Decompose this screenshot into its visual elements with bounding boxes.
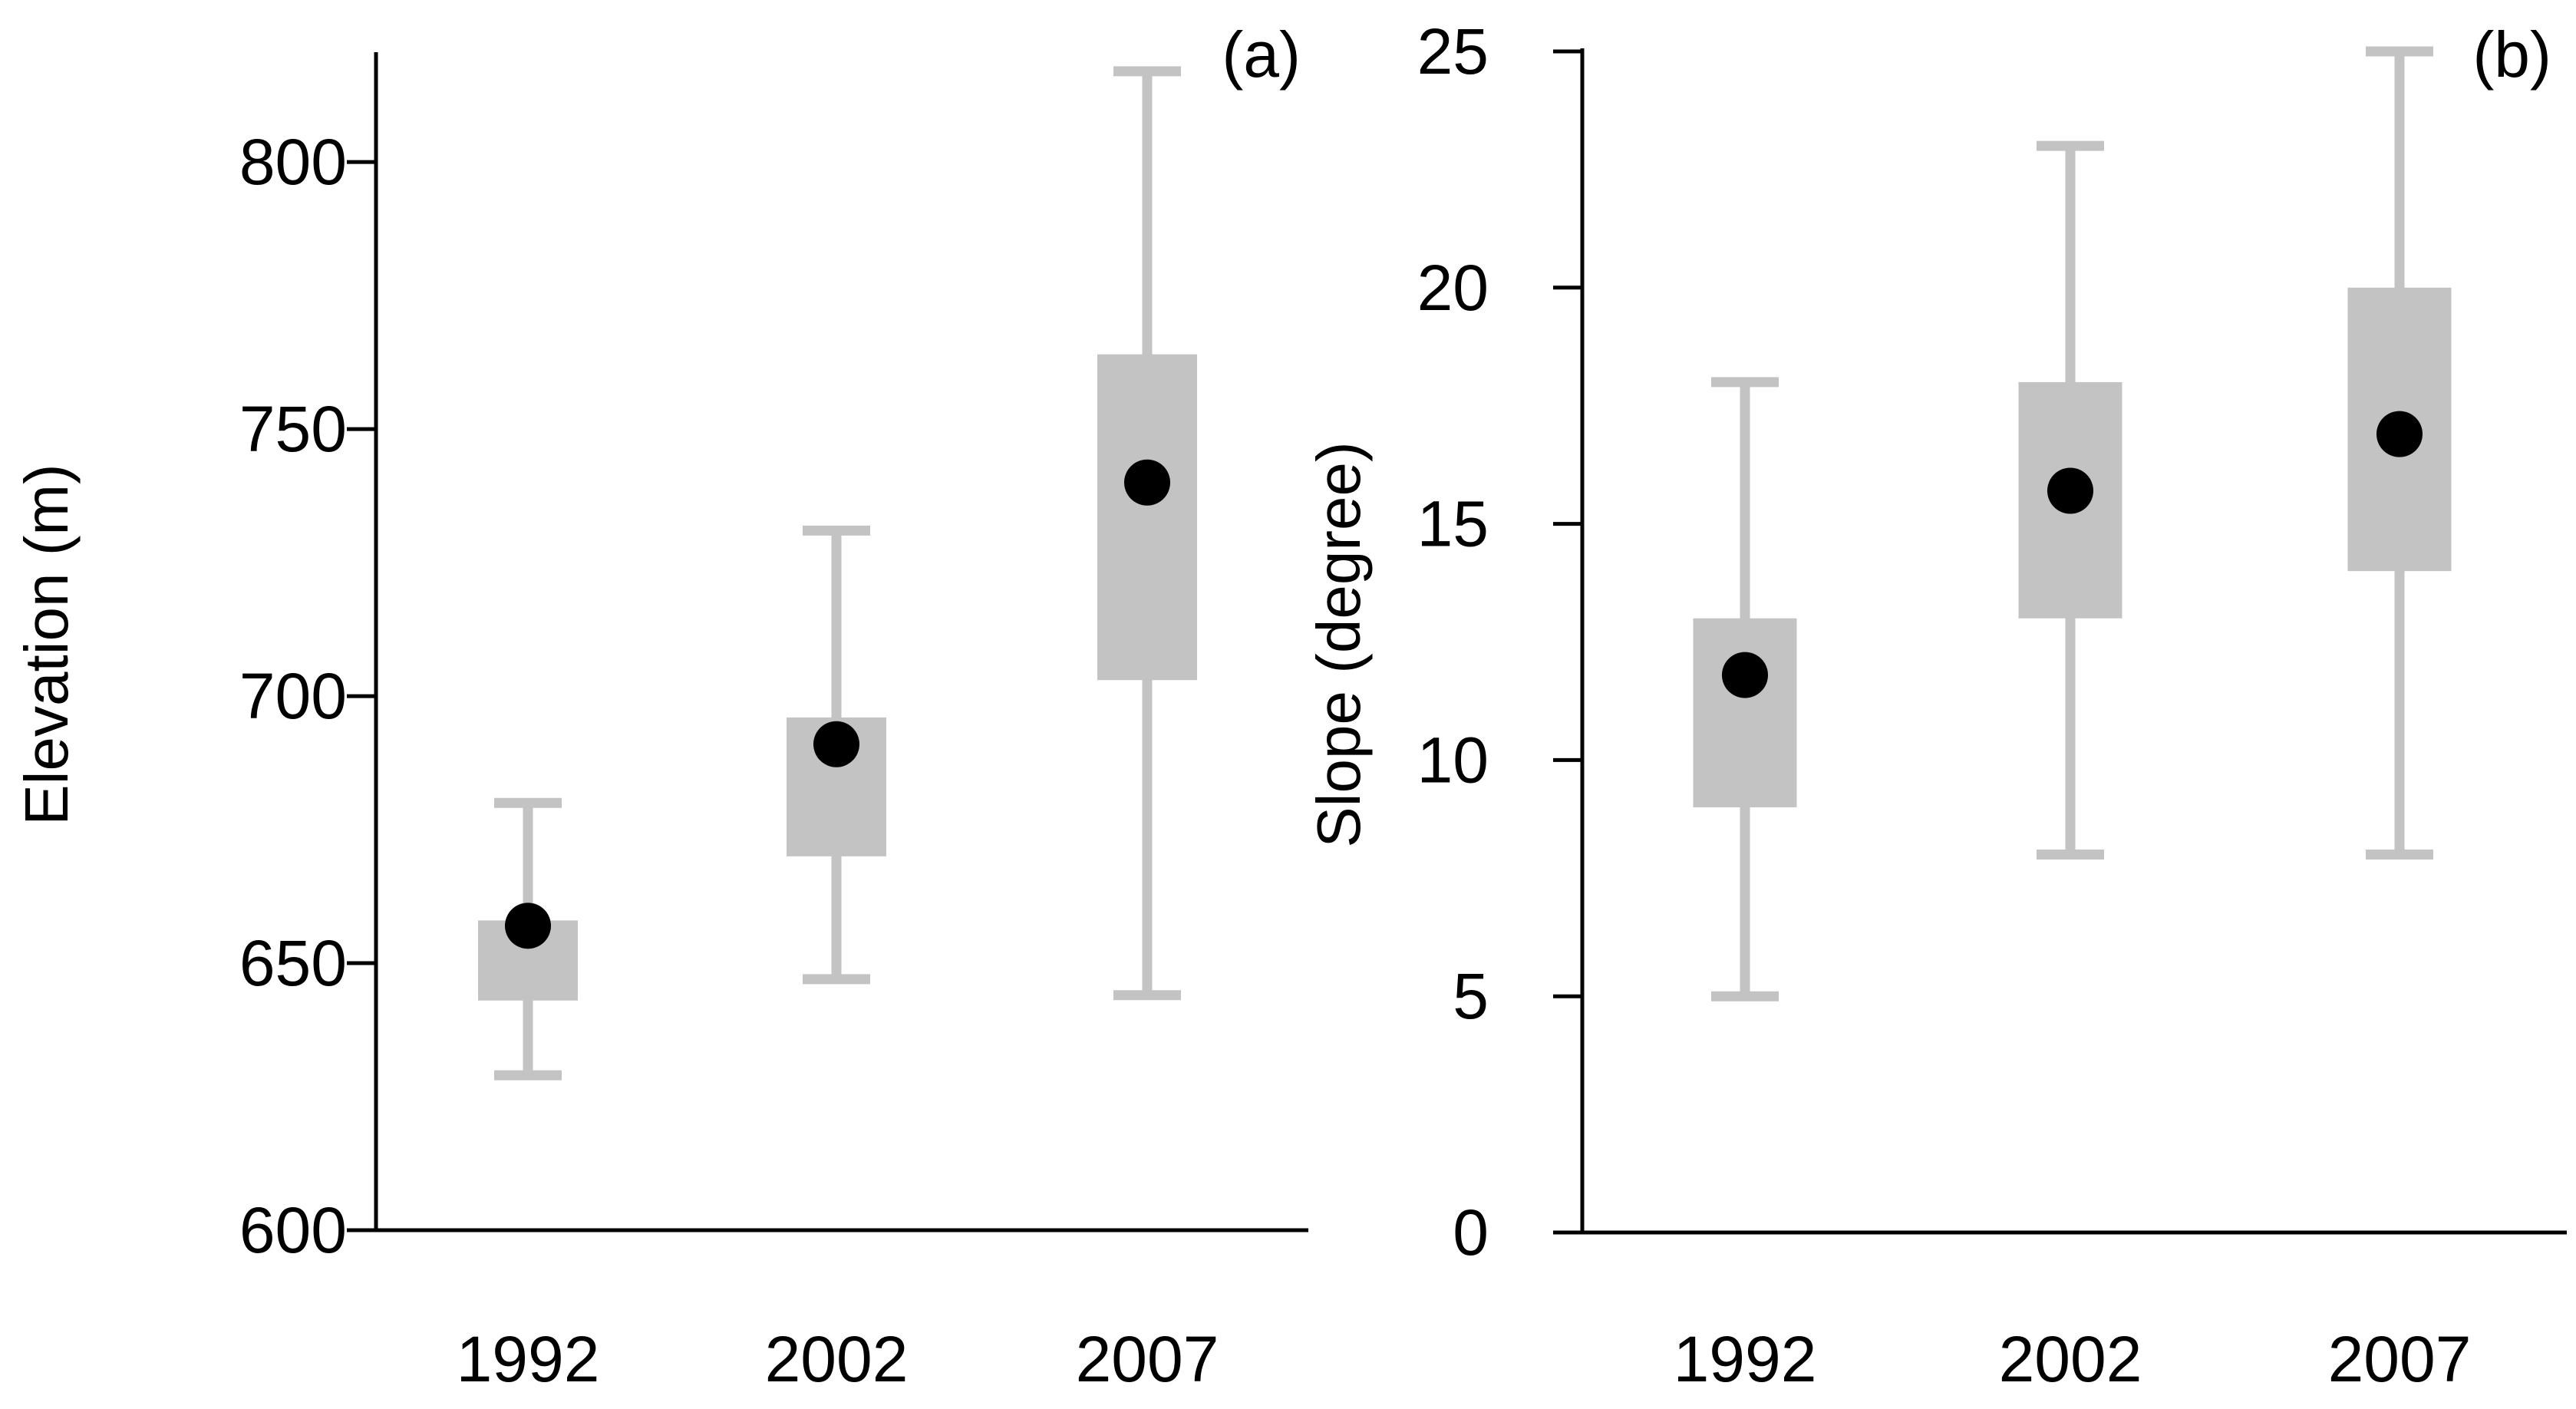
y-tick-label: 600 — [239, 1194, 347, 1266]
y-tick-label: 15 — [1417, 488, 1489, 560]
x-tick-label: 2002 — [1999, 1323, 2142, 1395]
y-axis-label: Slope (degree) — [1304, 441, 1373, 847]
mean-marker — [813, 721, 859, 767]
y-tick-label: 25 — [1417, 15, 1489, 87]
mean-marker — [2047, 467, 2093, 514]
y-tick-label: 800 — [239, 126, 347, 198]
x-tick-label: 2007 — [1076, 1323, 1219, 1395]
y-tick-label: 10 — [1417, 724, 1489, 796]
y-tick-label: 5 — [1453, 960, 1489, 1032]
y-axis-label: Elevation (m) — [12, 464, 81, 825]
mean-marker — [2376, 411, 2423, 457]
mean-marker — [1124, 459, 1170, 506]
panel-b-slope: 0 5 10 15 20 25 Slope (degree) (b) 1992 2002 2007 — [1304, 15, 2567, 1395]
mean-marker — [505, 902, 551, 949]
x-tick-label: 1992 — [1674, 1323, 1817, 1395]
y-tick-label: 650 — [239, 927, 347, 999]
mean-marker — [1722, 652, 1768, 698]
y-tick-label: 750 — [239, 393, 347, 465]
y-tick-label: 700 — [239, 660, 347, 732]
x-tick-label: 2002 — [765, 1323, 909, 1395]
x-tick-label: 2007 — [2328, 1323, 2472, 1395]
x-tick-label: 1992 — [457, 1323, 600, 1395]
panel-a-elevation: 600 650 700 750 800 Elevation (m) (a) 1992 2002 2… — [12, 18, 1308, 1395]
y-tick-label: 20 — [1417, 252, 1489, 324]
y-tick-label: 0 — [1453, 1196, 1489, 1269]
iqr-box — [1693, 618, 1797, 807]
iqr-box — [1097, 354, 1197, 681]
panel-label: (a) — [1222, 18, 1301, 91]
panel-label: (b) — [2472, 18, 2551, 91]
